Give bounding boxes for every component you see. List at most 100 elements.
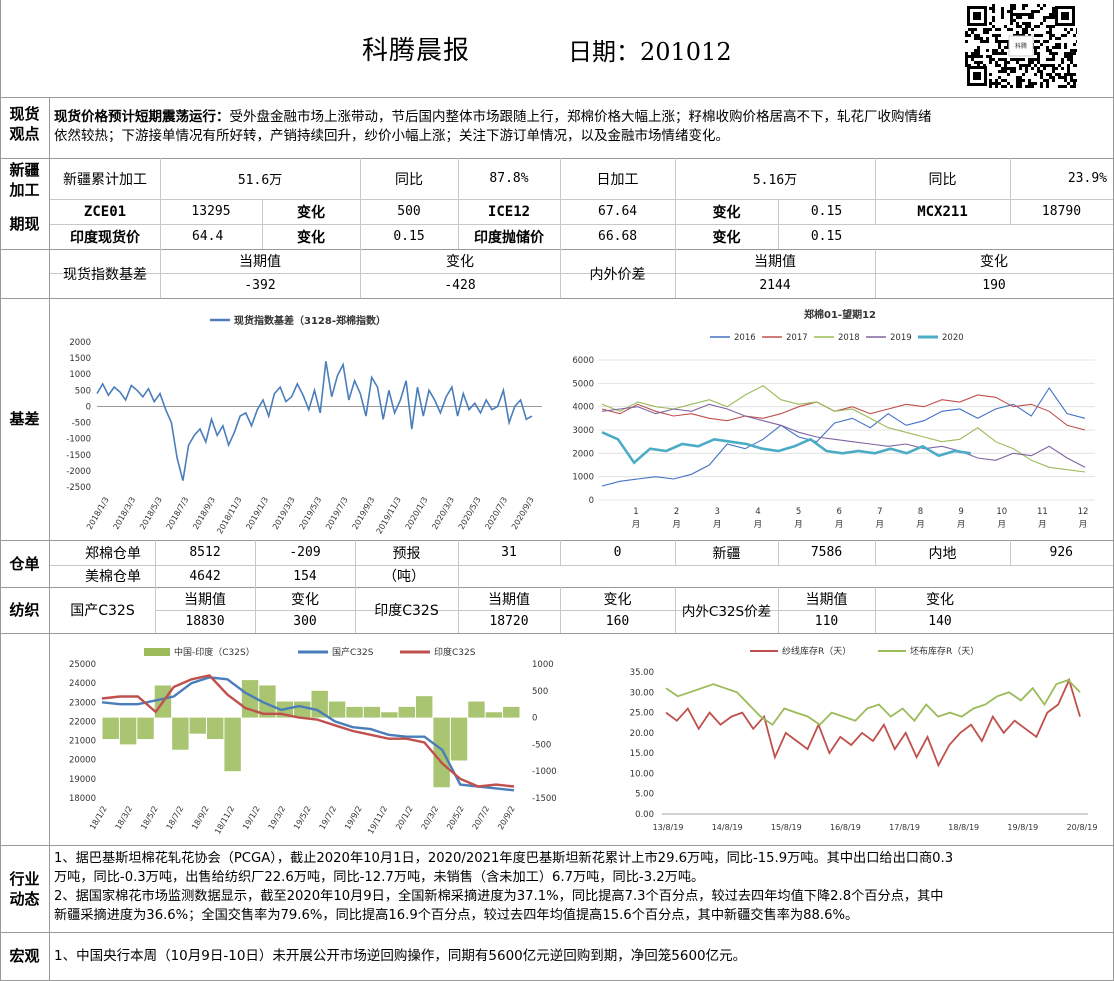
x-tick-label: 2019/1/3 — [244, 496, 270, 532]
x-tick-label: 月 — [957, 520, 966, 530]
spread-bar — [363, 706, 381, 718]
series-line — [101, 676, 515, 792]
y-tick-label: 25000 — [69, 660, 96, 670]
zce-receipt-change: -209 — [289, 545, 321, 560]
spread-bar — [468, 701, 485, 718]
x-tick-label: 17/8/19 — [889, 823, 920, 832]
x-tick-label: 10 — [996, 507, 1007, 517]
xinjiang-cum-value: 51.6万 — [237, 173, 283, 188]
inout-chg-value: 190 — [982, 278, 1006, 293]
basis-chg-value: -428 — [444, 278, 476, 293]
domestic-c32s-label: 国产C32S — [70, 603, 135, 619]
x-tick-label: 1 — [633, 507, 638, 517]
y-tick-label: 5.00 — [635, 790, 654, 800]
x-tick-label: 13/8/19 — [653, 823, 684, 832]
x-tick-label: 月 — [1079, 520, 1088, 530]
xinjiang-receipt-label: 新疆 — [712, 545, 741, 562]
y-tick-label-right: -1000 — [532, 767, 557, 777]
section-label-spot: 现货 观点 — [9, 105, 40, 143]
series-line — [601, 385, 1086, 473]
x-tick-label: 12 — [1078, 507, 1089, 517]
india-c32s-label: 印度C32S — [374, 603, 439, 619]
y-tick-label: 2000 — [572, 449, 594, 459]
spread-bar — [189, 717, 206, 734]
x-tick-label: 9 — [958, 507, 963, 517]
y-tick-label: 25.00 — [630, 709, 654, 719]
x-tick-label: 2019/5/3 — [297, 496, 323, 532]
spread-bar — [207, 717, 224, 740]
series-line — [601, 387, 1086, 487]
india-reserve-label: 印度抛储价 — [474, 229, 544, 246]
spread-cur-label: 当期值 — [805, 591, 848, 608]
x-tick-label: 2018/11/3 — [215, 496, 243, 536]
x-tick-label: 14/8/19 — [712, 823, 743, 832]
zce-receipt-value: 8512 — [189, 545, 221, 560]
spread-bar — [381, 712, 398, 718]
section-label-futures: 期现 — [9, 215, 40, 233]
y-tick-label: 20.00 — [630, 729, 654, 739]
us-receipt-label: 美棉仓单 — [85, 569, 141, 585]
inout-spread-label: 内外价差 — [589, 266, 646, 283]
domestic-c32s-change: 300 — [293, 614, 317, 629]
y-tick-label: -1000 — [66, 435, 91, 445]
y-tick-label-right: 500 — [532, 687, 548, 697]
section-label-basis: 基差 — [9, 410, 40, 428]
legend-label: 印度C32S — [434, 646, 476, 658]
spread-bar — [259, 685, 276, 718]
legend-label: 2020 — [942, 333, 964, 343]
inventory-chart: 纱线库存R（天） 坯布库存R（天） 35.00 30.00 25.00 20.00 15.0… — [630, 645, 1098, 832]
x-tick-label: 月 — [916, 520, 925, 530]
x-tick-label: 2 — [674, 507, 679, 517]
y-tick-label: -2500 — [66, 483, 91, 493]
y-tick-label-right: -500 — [532, 740, 551, 750]
x-tick-label: 7 — [877, 507, 882, 517]
industry-news: 1、据巴基斯坦棉花轧花协会（PCGA），截止2020年10月1日，2020/20… — [54, 849, 1112, 925]
spread-bar — [172, 717, 189, 750]
xinjiang-cum-label: 新疆累计加工 — [63, 171, 147, 188]
y-tick-label: 21000 — [69, 737, 96, 747]
industry-line: 万吨，同比-0.3万吨，出售给纺织厂22.6万吨，同比-12.7万吨，未销售（含… — [54, 870, 705, 885]
industry-line: 新疆采摘进度为36.6%；全国交售率为79.6%，同比提高16.9个百分点，较过… — [54, 908, 859, 923]
y-tick-label: 24000 — [69, 679, 96, 689]
x-tick-label: 15/8/19 — [771, 823, 802, 832]
x-tick-label: 月 — [713, 520, 722, 530]
y-tick-label: 1000 — [572, 473, 594, 483]
x-tick-label: 月 — [876, 520, 885, 530]
y-tick-label: 20000 — [69, 756, 96, 766]
x-tick-label: 20/9/2 — [496, 805, 517, 832]
legend-label: 坯布库存R（天） — [910, 645, 979, 657]
mcx211-label: MCX211 — [917, 203, 968, 220]
xinjiang-yoy2-label: 同比 — [928, 171, 957, 188]
xinjiang-yoy2-value: 23.9% — [1067, 171, 1107, 186]
basis-chart: 现货指数基差（3128-郑棉指数） 2000 1500 1000 500 0 -500 -10… — [66, 314, 542, 536]
india-c32s-value: 18720 — [489, 614, 529, 629]
y-tick-label: 15.00 — [630, 749, 654, 759]
x-tick-label: 18/5/2 — [139, 805, 160, 832]
spread-bar — [224, 717, 241, 772]
legend-label: 2016 — [734, 333, 756, 343]
india-spot-change-value: 0.15 — [393, 229, 425, 244]
x-tick-label: 18/7/2 — [165, 805, 186, 832]
india-reserve-value: 66.68 — [598, 229, 638, 244]
legend-label: 2017 — [786, 333, 808, 343]
x-tick-label: 2019/7/3 — [324, 496, 350, 532]
x-tick-label: 8 — [918, 507, 923, 517]
x-tick-label: 2018/3/3 — [112, 496, 138, 532]
x-tick-label: 3 — [715, 507, 720, 517]
y-tick-label-right: 0 — [532, 714, 537, 724]
qr-code-icon: 科腾 — [965, 4, 1077, 88]
legend-label: 国产C32S — [332, 646, 374, 658]
y-tick-label: 10.00 — [630, 769, 654, 779]
basis-cur-label: 当期值 — [239, 254, 281, 270]
x-tick-label: 月 — [997, 520, 1006, 530]
x-tick-label: 2020/9/3 — [510, 496, 536, 532]
y-tick-label: 22000 — [69, 717, 96, 727]
x-tick-label: 18/3/2 — [114, 805, 135, 832]
report-title: 科腾晨报 — [362, 36, 471, 66]
x-tick-label: 2020/3/3 — [430, 496, 456, 532]
legend-label: 2018 — [838, 333, 860, 343]
x-tick-label: 5 — [796, 507, 801, 517]
spot-opinion: 现货价格预计短期震荡运行：受外盘金融市场上涨带动，节后国内整体市场跟随上行，郑棉… — [54, 108, 1112, 146]
y-tick-label-right: -1500 — [532, 794, 557, 804]
domestic-cur-label: 当期值 — [184, 591, 226, 608]
